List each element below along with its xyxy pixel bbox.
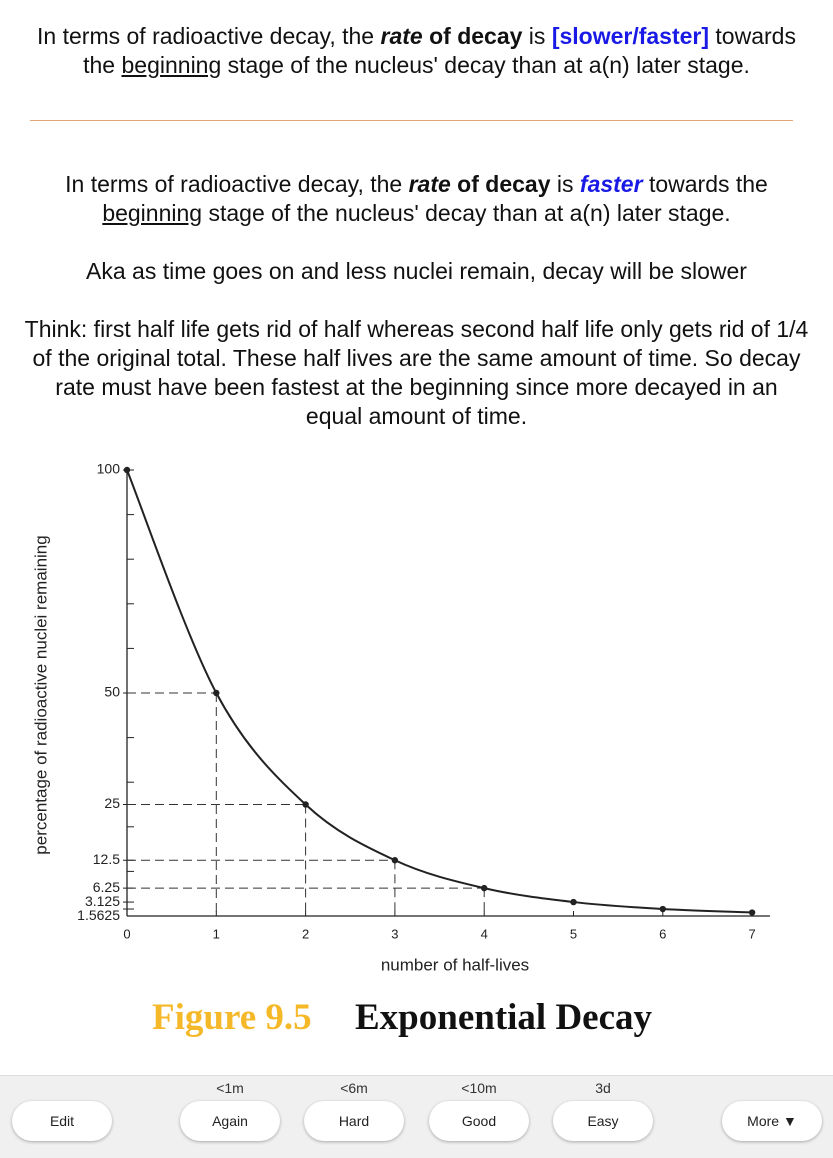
text: In terms of radioactive decay, the [65,171,409,197]
data-point [659,905,666,913]
chart: percentage of radioactive nuclei remaini… [31,461,770,974]
data-point [213,689,220,697]
x-tick-label: 2 [302,926,309,941]
x-tick-label: 0 [123,926,130,941]
x-tick-label: 1 [213,926,220,941]
y-tick-label: 100 [97,461,121,477]
more-button[interactable]: More ▼ [722,1101,822,1141]
text: towards the [83,23,796,78]
data-point [302,801,309,808]
text: towards the [642,171,768,197]
data-point [481,884,488,892]
figure-label: Figure 9.5 [152,997,312,1038]
y-tick-label: 1.5625 [77,907,120,923]
question: In terms of radioactive decay, the rate … [24,22,809,80]
x-tick-label: 3 [391,926,398,941]
x-tick-label: 6 [659,926,666,941]
x-tick-label: 4 [481,926,488,941]
review-bar: <1m <6m <10m 3d Edit Again Hard Good Eas… [0,1075,833,1158]
y-axis-label: percentage of radioactive nuclei remaini… [31,535,50,854]
text: rate [380,23,423,49]
data-point [123,466,131,474]
y-tick-label: 6.25 [93,879,120,895]
text: In terms of radioactive decay, the [37,23,381,49]
text: rate [408,171,451,197]
data-point [748,909,756,916]
interval: <1m [216,1080,244,1096]
data-point [391,857,399,864]
again-button[interactable]: Again [180,1101,280,1141]
y-tick-label: 25 [104,795,120,811]
y-tick-label: 12.5 [93,851,120,867]
hard-button[interactable]: Hard [304,1101,404,1141]
paragraph: Aka as time goes on and less nuclei rema… [86,258,747,284]
answer: In terms of radioactive decay, the rate … [24,170,809,228]
text: stage of the nucleus' decay than at a(n)… [202,200,731,226]
text: is [522,23,552,49]
x-tick-label: 5 [570,926,577,941]
cloze-answer: faster [579,171,643,197]
text: beginning [121,52,222,78]
y-tick-label: 50 [104,684,120,700]
easy-button[interactable]: Easy [553,1101,653,1141]
text: of decay [450,171,551,197]
text: stage of the nucleus' decay than at a(n)… [221,52,750,78]
good-button[interactable]: Good [429,1101,529,1141]
y-tick-label: 3.125 [85,893,120,909]
text: beginning [102,200,203,226]
data-point [570,898,577,906]
cloze: [slower/faster] [551,23,710,49]
edit-button[interactable]: Edit [12,1101,112,1141]
x-axis-label: number of half-lives [381,955,529,974]
figure-title: Exponential Decay [355,997,653,1038]
divider [30,120,793,121]
decay-curve [126,469,753,914]
interval: <6m [340,1080,368,1096]
interval: 3d [595,1080,611,1096]
text: is [550,171,580,197]
interval: <10m [461,1080,497,1096]
paragraph: Think: first half life gets rid of half … [24,316,809,429]
x-tick-label: 7 [748,926,755,941]
text: of decay [422,23,523,49]
